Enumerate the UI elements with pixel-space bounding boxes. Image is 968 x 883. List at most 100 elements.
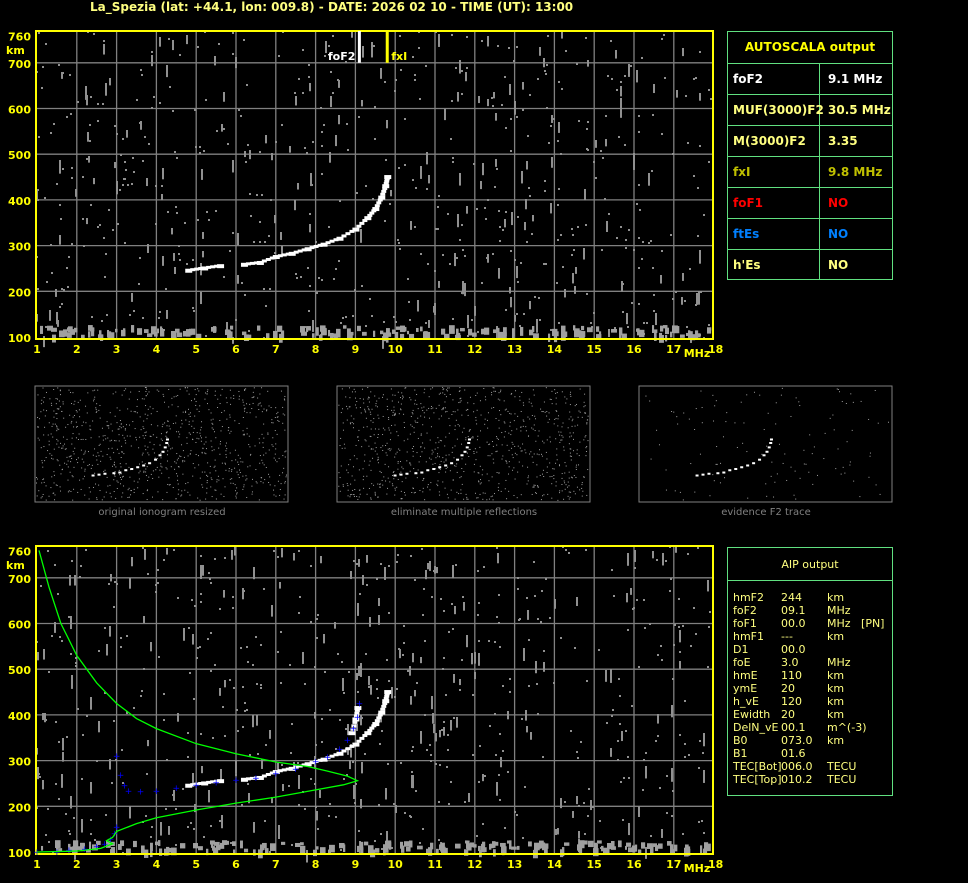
- noise-mark: [82, 438, 84, 440]
- noise-mark: [166, 759, 168, 761]
- noise-mark: [268, 481, 270, 483]
- noise-mark: [58, 798, 60, 800]
- noise-mark: [481, 40, 483, 42]
- noise-mark: [786, 479, 788, 481]
- noise-mark: [382, 415, 384, 417]
- noise-mark: [440, 460, 442, 462]
- noise-mark: [654, 332, 657, 341]
- noise-mark: [351, 493, 353, 495]
- noise-mark: [397, 462, 399, 464]
- noise-mark: [360, 663, 362, 677]
- trace-point: [349, 744, 355, 748]
- noise-mark: [177, 597, 179, 599]
- noise-mark: [396, 451, 398, 453]
- noise-mark: [56, 408, 58, 410]
- noise-mark: [41, 460, 43, 462]
- noise-mark: [208, 219, 210, 221]
- noise-mark: [62, 72, 64, 74]
- noise-mark: [87, 392, 89, 394]
- noise-mark: [133, 707, 135, 709]
- noise-mark: [64, 448, 66, 450]
- noise-mark: [610, 40, 612, 42]
- noise-mark: [495, 159, 497, 167]
- noise-mark: [426, 432, 428, 434]
- noise-mark: [280, 390, 282, 392]
- noise-mark: [421, 451, 423, 453]
- noise-mark: [81, 425, 83, 427]
- noise-mark: [456, 438, 458, 440]
- noise-mark: [501, 444, 503, 446]
- noise-mark: [43, 478, 45, 480]
- noise-mark: [111, 782, 113, 784]
- trace-point: [217, 264, 225, 269]
- noise-mark: [249, 446, 251, 448]
- noise-mark: [526, 483, 528, 485]
- noise-mark: [409, 815, 411, 817]
- noise-mark: [220, 440, 222, 442]
- noise-mark: [359, 398, 361, 400]
- noise-mark: [293, 553, 295, 561]
- noise-mark: [407, 330, 410, 335]
- noise-mark: [182, 461, 184, 463]
- trace-point: [456, 458, 460, 461]
- noise-mark: [561, 391, 563, 393]
- param-unit: [827, 747, 875, 760]
- noise-mark: [533, 333, 539, 339]
- x-tick-label: 6: [232, 343, 240, 356]
- noise-mark: [115, 759, 117, 761]
- noise-mark: [529, 418, 531, 420]
- noise-mark: [62, 738, 64, 751]
- noise-mark: [206, 480, 208, 482]
- noise-mark: [346, 483, 348, 485]
- noise-mark: [512, 469, 514, 471]
- noise-mark: [587, 327, 593, 333]
- y-axis-label: km: [6, 559, 25, 572]
- y-tick-label: 600: [8, 619, 31, 632]
- noise-mark: [359, 489, 361, 491]
- noise-mark: [200, 435, 202, 437]
- noise-mark: [126, 635, 128, 637]
- noise-mark: [375, 405, 377, 407]
- noise-mark: [501, 104, 503, 106]
- noise-mark: [387, 487, 389, 489]
- noise-mark: [460, 397, 462, 399]
- noise-mark: [90, 437, 92, 439]
- noise-mark: [402, 468, 404, 470]
- noise-mark: [172, 40, 174, 51]
- noise-mark: [410, 424, 412, 426]
- noise-mark: [493, 92, 495, 99]
- trace-point: [304, 762, 312, 767]
- noise-mark: [549, 441, 551, 443]
- noise-mark: [710, 98, 712, 100]
- noise-mark: [133, 310, 135, 312]
- noise-mark: [465, 493, 467, 495]
- noise-mark: [223, 276, 225, 278]
- trace-point: [301, 248, 307, 252]
- noise-mark: [224, 735, 226, 737]
- noise-mark: [167, 450, 169, 452]
- noise-mark: [586, 128, 588, 130]
- noise-mark: [179, 388, 181, 390]
- noise-mark: [67, 479, 69, 481]
- noise-mark: [354, 397, 356, 399]
- trace-point: [163, 446, 167, 449]
- noise-mark: [713, 480, 715, 482]
- noise-mark: [508, 432, 510, 434]
- noise-mark: [59, 306, 61, 308]
- noise-mark: [510, 150, 512, 152]
- noise-mark: [397, 435, 399, 437]
- noise-mark: [487, 99, 489, 107]
- noise-mark: [463, 471, 465, 473]
- noise-mark: [403, 440, 405, 442]
- noise-mark: [534, 415, 536, 417]
- noise-mark: [409, 666, 411, 676]
- noise-mark: [412, 179, 414, 181]
- noise-mark: [476, 423, 478, 425]
- noise-mark: [274, 215, 276, 224]
- noise-mark: [235, 459, 237, 461]
- noise-mark: [531, 405, 533, 407]
- noise-mark: [289, 146, 291, 153]
- noise-mark: [514, 452, 516, 454]
- noise-mark: [341, 388, 343, 390]
- noise-mark: [386, 120, 388, 129]
